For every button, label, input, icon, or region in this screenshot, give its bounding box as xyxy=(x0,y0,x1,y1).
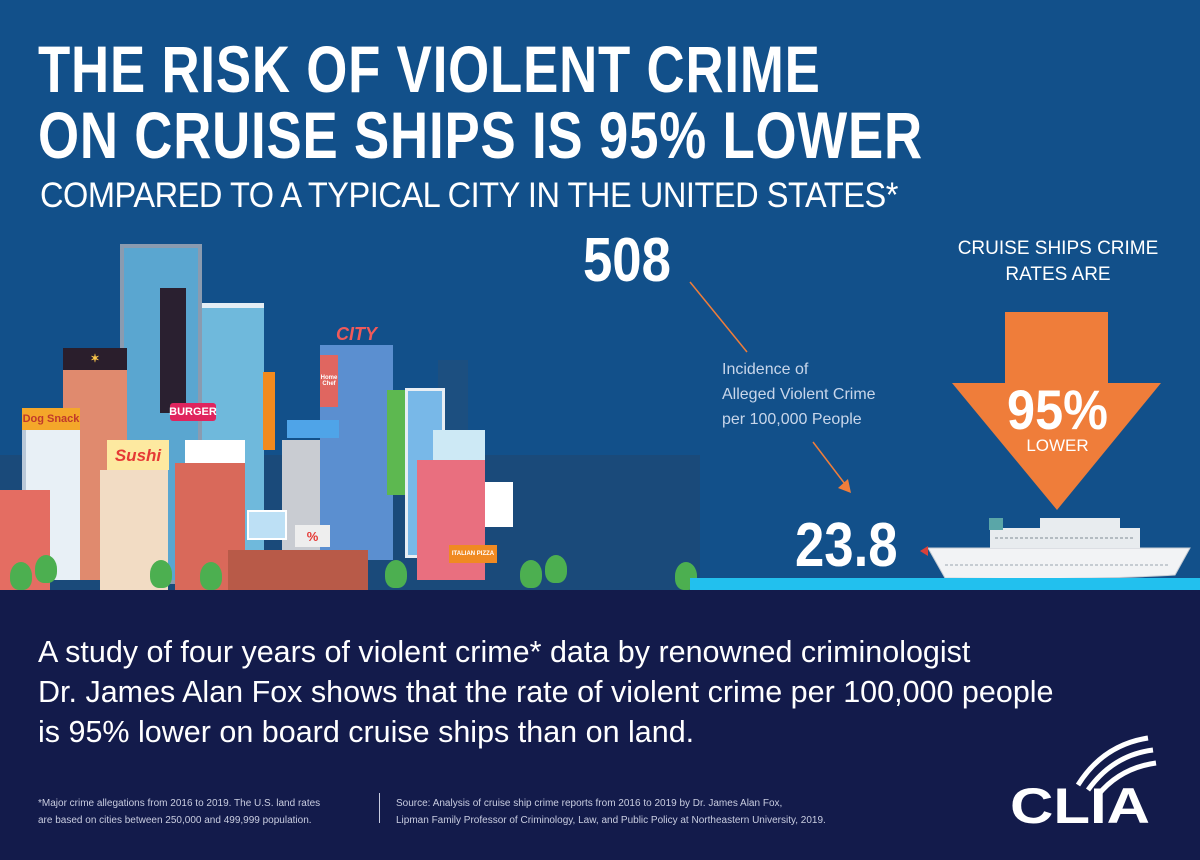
footnote-line: are based on cities between 250,000 and … xyxy=(38,815,312,826)
metric-label-line: Incidence of xyxy=(722,361,809,378)
footnote-line: *Major crime allegations from 2016 to 20… xyxy=(38,798,321,809)
logo-ship-arcs-icon: CLIA xyxy=(1010,735,1157,834)
source-line: Source: Analysis of cruise ship crime re… xyxy=(396,798,783,809)
metric-label: Incidence of Alleged Violent Crime per 1… xyxy=(722,357,876,432)
summary-line: Dr. James Alan Fox shows that the rate o… xyxy=(38,675,1054,709)
summary-line: A study of four years of violent crime* … xyxy=(38,635,971,669)
source-line: Lipman Family Professor of Criminology, … xyxy=(396,815,826,826)
headline-line-2: ON CRUISE SHIPS IS 95% LOWER xyxy=(38,98,923,172)
percent-lower-label: LOWER xyxy=(1026,436,1089,455)
cruise-callout-heading: CRUISE SHIPS CRIME RATES ARE xyxy=(930,236,1186,288)
cruise-ship-icon xyxy=(920,518,1191,580)
hero-section: THE RISK OF VIOLENT CRIME ON CRUISE SHIP… xyxy=(0,0,1200,590)
city-crime-value: 508 xyxy=(583,226,671,295)
water-strip xyxy=(690,578,1200,590)
sign-dog-snack: Dog Snack xyxy=(22,408,80,430)
headline-subtitle: COMPARED TO A TYPICAL CITY IN THE UNITED… xyxy=(40,176,898,215)
sign-discount: % xyxy=(295,525,330,547)
sign-city: CITY xyxy=(335,324,377,344)
callout-heading-line: RATES ARE xyxy=(1005,264,1111,285)
callout-heading-line: CRUISE SHIPS CRIME xyxy=(957,238,1159,259)
sign-italian-pizza: ITALIAN PIZZA xyxy=(449,545,497,563)
pointer-line-city xyxy=(689,281,748,353)
clia-logo: CLIA xyxy=(1008,730,1158,834)
arrowhead-icon xyxy=(838,479,851,493)
footnote-divider xyxy=(379,793,380,823)
sign-sushi: Sushi xyxy=(107,440,169,470)
percent-lower-value: 95% xyxy=(1007,378,1108,441)
sign-home-chef: Home Chef xyxy=(320,355,338,407)
cruise-crime-value: 23.8 xyxy=(795,511,898,580)
sign-burger: BURGER xyxy=(169,403,217,421)
down-arrow-icon xyxy=(952,312,1161,510)
pointer-lines xyxy=(689,281,1191,580)
metric-label-line: per 100,000 People xyxy=(722,411,862,428)
study-summary: A study of four years of violent crime* … xyxy=(38,632,1054,752)
metric-label-line: Alleged Violent Crime xyxy=(722,386,876,403)
sun-billboard: ✶ xyxy=(63,348,127,370)
summary-line: is 95% lower on board cruise ships than … xyxy=(38,715,695,749)
pointer-arrow-cruise xyxy=(812,441,849,489)
svg-text:CLIA: CLIA xyxy=(1010,778,1150,830)
headline-line-1: THE RISK OF VIOLENT CRIME xyxy=(38,32,821,106)
footnote: *Major crime allegations from 2016 to 20… xyxy=(38,795,320,829)
source-note: Source: Analysis of cruise ship crime re… xyxy=(396,795,826,829)
